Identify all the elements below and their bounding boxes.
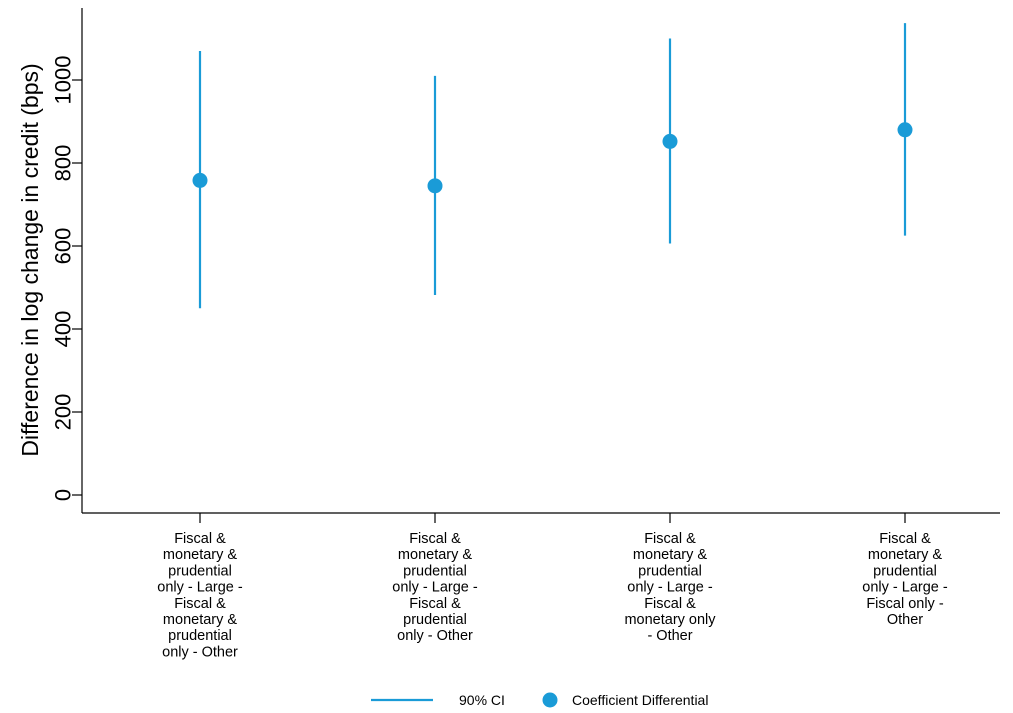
y-axis-label: Difference in log change in credit (bps) [17, 63, 43, 456]
x-axis: Fiscal & monetary & prudential only - Large… [82, 512, 1000, 660]
x-tick-label: Fiscal & monetary & prudential only - Large… [862, 531, 948, 628]
coefficient-point [192, 172, 208, 188]
y-tick-label: 1000 [51, 56, 76, 105]
y-tick-label: 400 [51, 311, 76, 348]
coefficient-point [427, 178, 443, 194]
legend-coefficient-swatch [542, 692, 558, 708]
x-tick-label: Fiscal & monetary & prudential only - Large… [392, 531, 478, 644]
y-tick-label: 0 [51, 489, 76, 501]
y-tick-label: 600 [51, 228, 76, 265]
y-tick-label: 800 [51, 145, 76, 182]
legend-coefficient-label: Coefficient Differential [572, 692, 708, 708]
coefficient-point [662, 133, 678, 149]
legend: 90% CI Coefficient Differential [371, 692, 708, 708]
y-tick-label: 200 [51, 394, 76, 431]
ci-lines [198, 23, 907, 309]
x-tick-label: Fiscal & monetary & prudential only - Large… [624, 531, 716, 644]
coefficient-points [192, 122, 913, 194]
coefficient-point [897, 122, 913, 138]
y-axis: 0 200 400 600 800 1000 [51, 8, 83, 513]
x-tick-label: Fiscal & monetary & prudential only - Large… [157, 531, 243, 660]
legend-ci-label: 90% CI [459, 692, 505, 708]
